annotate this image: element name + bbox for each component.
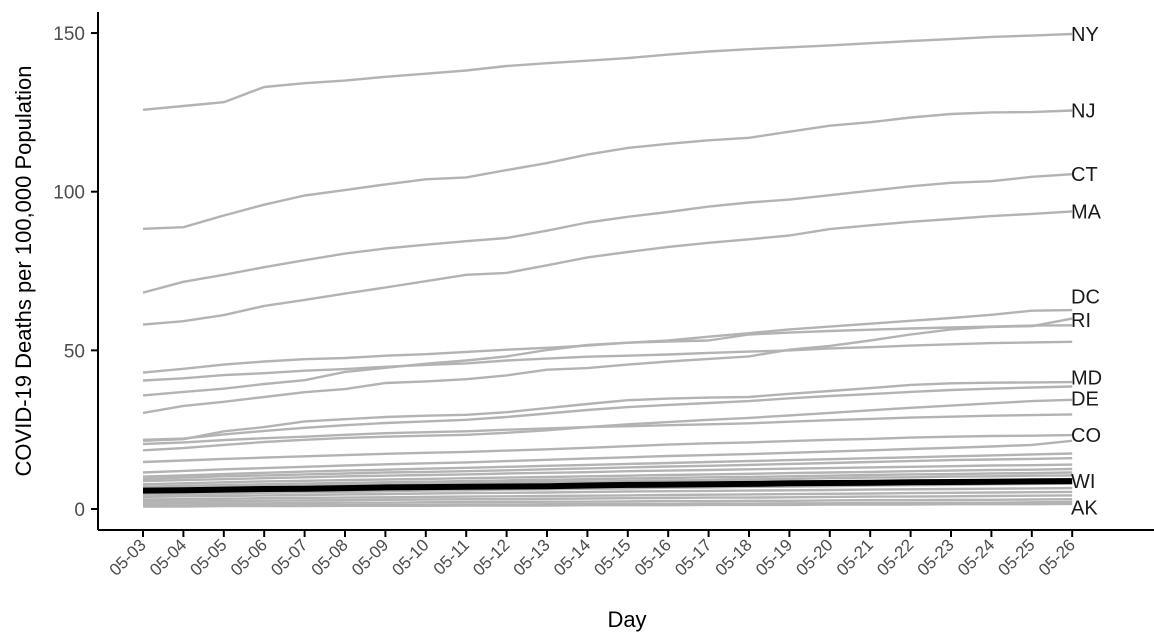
series-line-ak — [143, 502, 1073, 508]
series-label-ak: AK — [1071, 497, 1098, 519]
series-line-state-17 — [142, 463, 1073, 483]
series-line-state-16 — [142, 457, 1073, 481]
series-line-wi — [142, 478, 1073, 494]
x-tick-label: 05-04 — [146, 535, 190, 579]
x-tick-label: 05-20 — [792, 535, 836, 579]
x-tick-label: 05-03 — [106, 535, 150, 579]
x-tick-label: 05-21 — [833, 535, 877, 579]
series-line-dc — [142, 308, 1073, 374]
x-tick-label: 05-09 — [348, 535, 392, 579]
series-line-state-18 — [142, 467, 1073, 486]
y-tick-label: 100 — [53, 183, 85, 204]
series-line-ct — [142, 173, 1073, 294]
x-tick-label: 05-17 — [671, 535, 715, 579]
x-tick-label: 05-26 — [1035, 535, 1079, 579]
x-tick-label: 05-07 — [267, 535, 311, 579]
x-tick-label: 05-12 — [469, 535, 513, 579]
x-tick-label: 05-16 — [631, 535, 675, 579]
series-label-wi: WI — [1071, 471, 1095, 493]
x-tick-label: 05-08 — [308, 535, 352, 579]
series-line-state-19 — [142, 471, 1073, 488]
series-label-ct: CT — [1071, 164, 1098, 186]
series-line-ri — [142, 317, 1073, 415]
x-tick-label: 05-23 — [914, 535, 958, 579]
series-line-state-25 — [142, 494, 1073, 503]
series-label-ri: RI — [1071, 310, 1091, 332]
series-label-co: CO — [1071, 425, 1101, 447]
y-tick-label: 50 — [64, 341, 85, 362]
axes — [97, 12, 1154, 531]
series-line-state-15 — [142, 452, 1073, 478]
series-label-nj: NJ — [1071, 100, 1095, 122]
series-line-ny — [142, 32, 1073, 111]
series-line-state-7 — [142, 340, 1073, 382]
series-label-ny: NY — [1071, 24, 1099, 46]
series-line-nj — [142, 109, 1073, 230]
y-ticks: 0 50 100 150 — [53, 24, 98, 521]
series-label-ma: MA — [1071, 201, 1102, 223]
x-tick-label: 05-18 — [712, 535, 756, 579]
y-tick-label: 150 — [53, 24, 85, 45]
series-line-md — [142, 380, 1073, 442]
series-line-state-26 — [142, 498, 1073, 506]
series-line-state-14 — [142, 439, 1073, 474]
x-tick-label: 05-11 — [430, 535, 473, 578]
series-label-de: DE — [1071, 389, 1099, 411]
series-lines — [142, 32, 1073, 508]
x-tick-label: 05-13 — [510, 535, 554, 579]
series-line-state-10 — [142, 385, 1073, 441]
y-tick-label: 0 — [74, 500, 85, 521]
series-line-state-23 — [142, 486, 1073, 499]
x-tick-label: 05-24 — [954, 535, 998, 579]
x-tick-label: 05-05 — [186, 535, 230, 579]
x-axis-title: Day — [607, 607, 646, 632]
x-tick-label: 05-15 — [590, 535, 634, 579]
series-line-state-8 — [142, 324, 1073, 397]
x-tick-label: 05-14 — [550, 535, 594, 579]
x-tick-label: 05-25 — [994, 535, 1038, 579]
series-line-state-12 — [142, 413, 1073, 446]
series-line-state-24 — [142, 490, 1073, 501]
series-line-co — [142, 433, 1073, 464]
series-label-md: MD — [1071, 367, 1102, 389]
series-label-dc: DC — [1071, 286, 1100, 308]
x-tick-label: 05-10 — [388, 535, 432, 579]
series-line-ma — [142, 210, 1073, 326]
y-axis-title: COVID-19 Deaths per 100,000 Population — [11, 66, 36, 477]
x-tick-label: 05-06 — [227, 535, 271, 579]
x-tick-label: 05-19 — [752, 535, 796, 579]
x-tick-label: 05-22 — [873, 535, 917, 579]
x-ticks: 05-0305-0405-0505-0605-0705-0805-0905-10… — [106, 530, 1079, 580]
